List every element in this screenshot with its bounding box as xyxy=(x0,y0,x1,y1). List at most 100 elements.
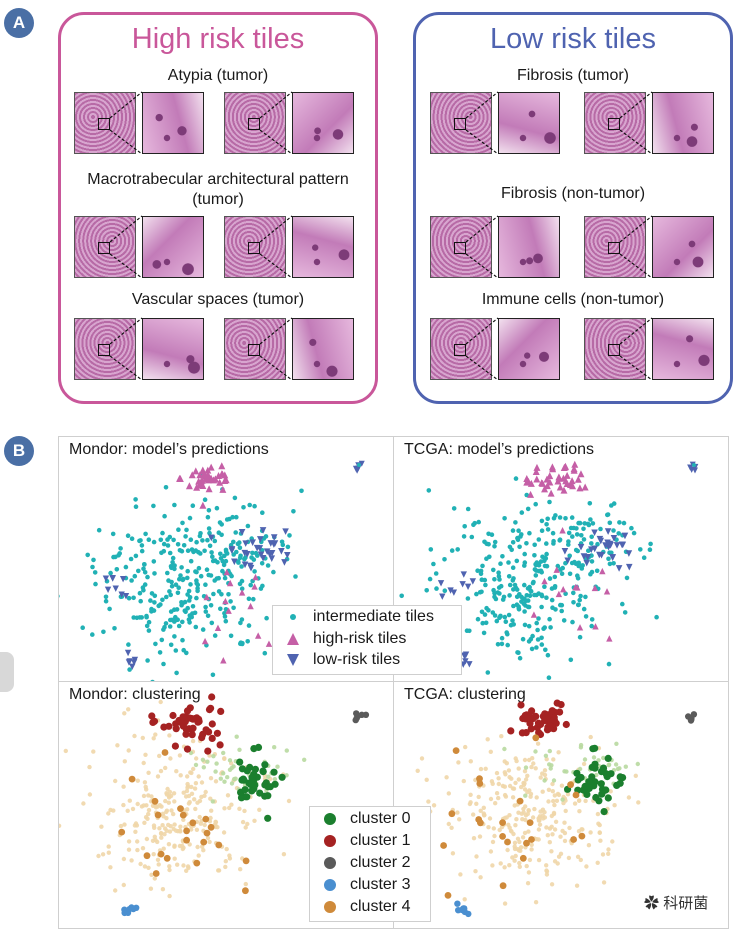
scatter-point xyxy=(260,510,265,515)
scatter-point xyxy=(260,583,265,589)
scatter-point xyxy=(151,736,156,741)
scatter-point xyxy=(202,548,207,554)
scatter-point xyxy=(533,463,541,471)
scatter-point xyxy=(570,466,578,474)
legend-label: cluster 1 xyxy=(350,832,411,849)
scatter-point xyxy=(563,516,568,521)
zoom-leader-lines xyxy=(109,91,143,155)
scatter-point xyxy=(133,821,139,826)
scatter-point xyxy=(206,572,211,578)
scatter-point xyxy=(200,844,205,849)
region-of-interest-box xyxy=(608,242,620,254)
scatter-point xyxy=(638,547,643,552)
histology-image xyxy=(584,318,646,380)
scatter-point xyxy=(183,707,192,715)
scatter-point xyxy=(431,561,436,567)
scatter-point xyxy=(214,505,220,511)
scatter-point xyxy=(554,798,560,803)
scatter-point xyxy=(187,842,192,847)
scatter-point xyxy=(189,791,195,796)
scatter-point xyxy=(513,476,519,481)
scatter-point xyxy=(210,799,215,804)
scatter-point xyxy=(116,553,121,558)
scatter-point xyxy=(499,734,504,739)
scatter-point xyxy=(106,844,111,849)
scatter-point xyxy=(228,599,233,604)
scatter-point xyxy=(598,838,603,843)
scatter-point xyxy=(252,818,257,823)
scatter-point xyxy=(635,761,640,767)
scatter-point xyxy=(511,587,516,592)
scatter-point xyxy=(589,623,594,629)
scatter-point xyxy=(221,750,226,756)
scatter-point xyxy=(142,820,147,825)
scatter-point xyxy=(537,822,543,827)
scatter-point xyxy=(181,790,186,795)
scatter-point xyxy=(615,565,623,572)
scatter-point xyxy=(546,799,551,804)
scatter-point xyxy=(492,577,497,582)
scatter-point xyxy=(532,467,540,475)
scatter-point xyxy=(532,542,537,548)
scatter-point xyxy=(228,547,236,555)
scatter-point xyxy=(152,876,157,881)
low-risk-group: Low risk tiles xyxy=(413,12,733,404)
scatter-point xyxy=(285,544,291,550)
zoomed-histology-image xyxy=(292,318,354,380)
scatter-point xyxy=(539,570,544,575)
scatter-point xyxy=(175,542,181,547)
scatter-point xyxy=(611,561,616,566)
scatter-point xyxy=(163,798,168,804)
histology-image xyxy=(430,318,492,380)
scatter-point xyxy=(504,838,511,846)
scatter-point xyxy=(549,849,554,854)
scatter-point xyxy=(560,828,565,834)
scatter-point xyxy=(499,882,507,890)
scatter-point xyxy=(259,768,267,776)
scatter-point xyxy=(106,850,111,855)
circle-marker-icon xyxy=(310,856,350,870)
scatter-point xyxy=(566,542,571,547)
scatter-point xyxy=(547,840,552,845)
scatter-point xyxy=(222,597,229,605)
legend-item: cluster 4 xyxy=(310,898,410,916)
scatter-point xyxy=(609,554,617,561)
scatter-point xyxy=(442,588,448,593)
scatter-point xyxy=(161,627,166,632)
scatter-point xyxy=(529,764,534,770)
scatter-point xyxy=(606,763,611,768)
scatter-point xyxy=(189,770,194,776)
scatter-point xyxy=(136,568,141,574)
high-risk-group: High risk tiles xyxy=(58,12,378,404)
scatter-point xyxy=(192,797,197,802)
scatter-point xyxy=(562,838,568,844)
scatter-point xyxy=(544,757,549,762)
scatter-point xyxy=(123,564,129,570)
scatter-point xyxy=(207,530,212,536)
scatter-point xyxy=(616,773,624,781)
scatter-point xyxy=(457,817,462,822)
scatter-point xyxy=(530,580,536,586)
scatter-point xyxy=(511,622,516,627)
scatter-point xyxy=(426,799,431,804)
scatter-point xyxy=(577,543,585,551)
scatter-point xyxy=(571,600,576,605)
scatter-point xyxy=(563,471,571,479)
scatter-point xyxy=(167,534,173,540)
scatter-point xyxy=(225,775,230,780)
scatter-point xyxy=(177,753,183,758)
scatter-point xyxy=(536,816,541,821)
scatter-point xyxy=(486,825,491,830)
scatter-point xyxy=(205,537,210,543)
scatter-point xyxy=(122,759,127,764)
scatter-point xyxy=(223,859,228,864)
panel-b-badge: B xyxy=(4,436,34,466)
scatter-point xyxy=(476,794,481,800)
scatter-point xyxy=(510,795,516,800)
scatter-point xyxy=(533,766,538,771)
scatter-point xyxy=(141,793,147,799)
scatter-point xyxy=(176,527,181,532)
scatter-point xyxy=(462,897,467,902)
scatter-point xyxy=(196,853,201,858)
scatter-point xyxy=(528,794,533,799)
